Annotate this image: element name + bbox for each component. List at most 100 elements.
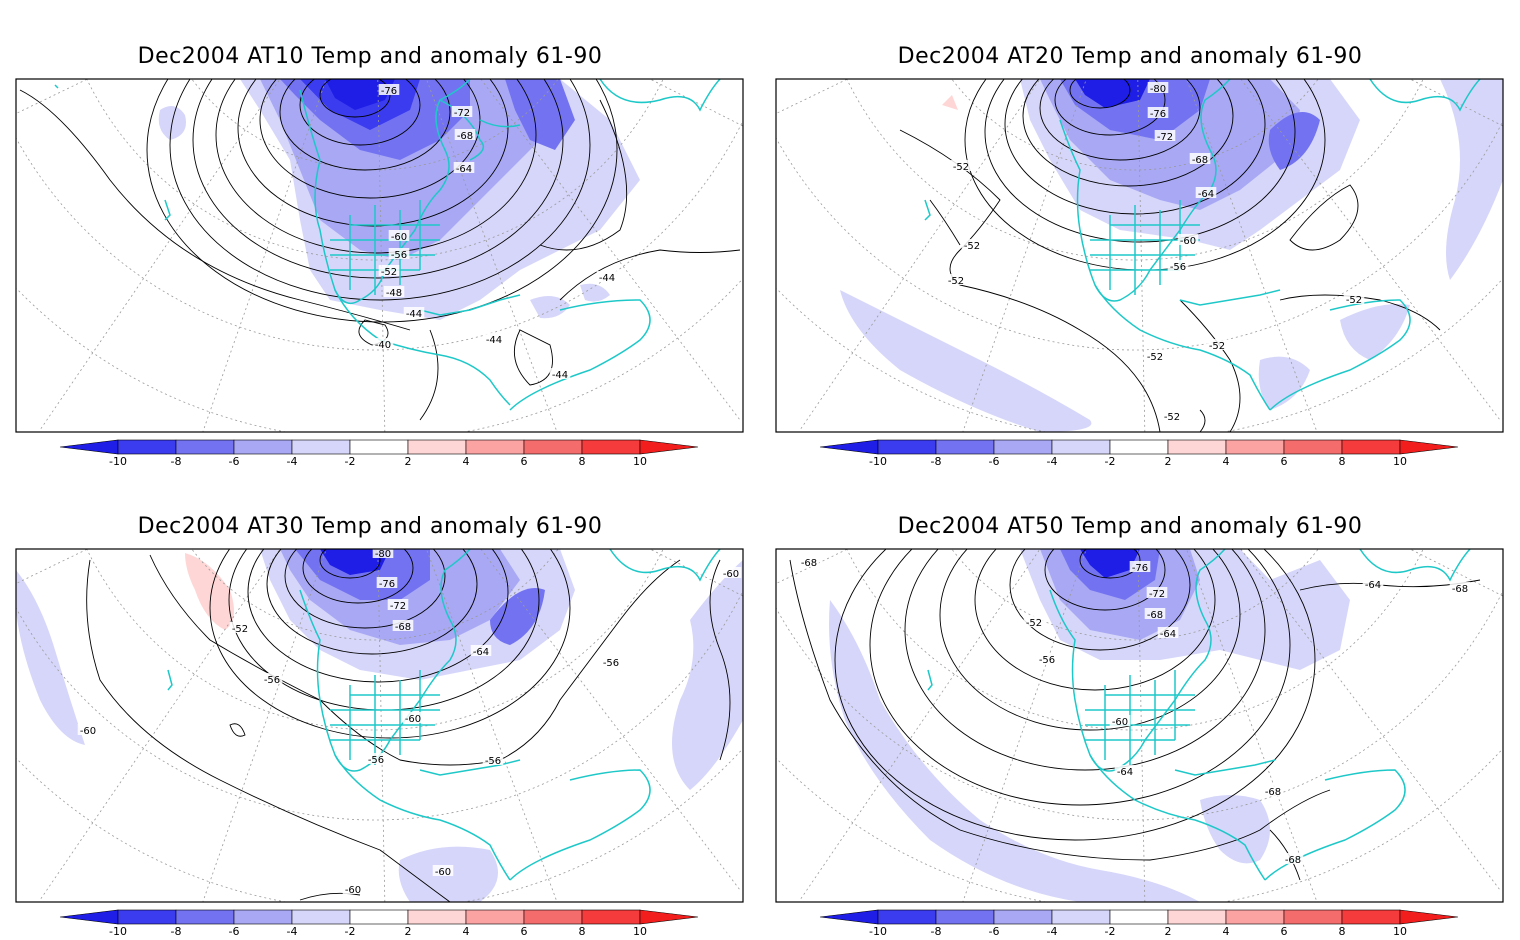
contour-label-bg bbox=[1206, 339, 1228, 350]
colorbar-cell bbox=[291, 909, 351, 925]
colorbar-arrow-left bbox=[59, 909, 119, 925]
colorbar-label: -10 bbox=[869, 455, 887, 468]
colorbar-cell bbox=[581, 439, 641, 455]
colorbar-cell bbox=[993, 909, 1053, 925]
colorbar-cell bbox=[935, 909, 995, 925]
contour-label: -68 bbox=[1265, 787, 1281, 798]
colorbar: -10 -8 -6 -4 -2 2 4 6 8 10 bbox=[819, 439, 1459, 468]
colorbar-label: 10 bbox=[633, 925, 647, 938]
contour-label-bg bbox=[1262, 785, 1284, 796]
contour-label-bg bbox=[378, 265, 400, 276]
colorbar-label: 2 bbox=[1165, 925, 1172, 938]
contour-label-bg bbox=[432, 865, 454, 876]
colorbar-cell bbox=[233, 909, 293, 925]
contour-label: -60 bbox=[80, 726, 96, 737]
panel-title: Dec2004 AT10 Temp and anomaly 61-90 bbox=[137, 44, 603, 69]
contour-label: -52 bbox=[948, 276, 964, 287]
contour-label: -64 bbox=[1198, 189, 1214, 200]
panel-at30: Dec2004 AT30 Temp and anomaly 61-90 bbox=[0, 470, 740, 910]
anomaly-cold-weak bbox=[16, 570, 85, 745]
contour-label-bg bbox=[1157, 627, 1179, 638]
contour-label: -40 bbox=[375, 340, 391, 351]
contour-label: -72 bbox=[1157, 132, 1173, 143]
map-frame bbox=[775, 548, 1504, 903]
contour-label: -56 bbox=[1039, 655, 1055, 666]
anomaly-cold-weak bbox=[1440, 79, 1503, 280]
colorbar-cell bbox=[1225, 909, 1285, 925]
contour-label-bg bbox=[549, 368, 571, 379]
contour-label-bg bbox=[372, 549, 394, 558]
contour-label: -64 bbox=[473, 647, 489, 658]
contour-label: -48 bbox=[386, 288, 402, 299]
contour-label: -64 bbox=[456, 164, 472, 175]
colorbar-cell bbox=[1109, 909, 1169, 925]
contour-label: -56 bbox=[264, 675, 280, 686]
colorbar-label: -4 bbox=[287, 925, 298, 938]
latlon-grid bbox=[776, 79, 1503, 432]
anomaly-cold-center bbox=[325, 79, 395, 110]
contour-label: -52 bbox=[232, 624, 248, 635]
colorbar-cell bbox=[291, 439, 351, 455]
colorbar-cell bbox=[233, 439, 293, 455]
coastlines bbox=[924, 79, 1481, 411]
colorbar-cell bbox=[1341, 439, 1401, 455]
contour-label: -44 bbox=[406, 309, 422, 320]
contour-label-bg bbox=[402, 712, 424, 723]
contour-label: -76 bbox=[1150, 109, 1166, 120]
contour-label-bg bbox=[945, 274, 967, 285]
colorbar-arrow-right bbox=[1399, 909, 1459, 925]
contour-label-bg bbox=[378, 84, 400, 95]
contour-label-bg bbox=[1189, 153, 1211, 164]
contour-label-bg bbox=[454, 129, 476, 140]
contour-label-bg bbox=[596, 271, 618, 282]
contour-label-bg bbox=[1144, 350, 1166, 361]
map-frame bbox=[775, 78, 1504, 433]
colorbar-cell bbox=[1051, 439, 1111, 455]
map-at30: -80 -76 -72 -68 -64 -60 -56 -52 -56 -56 -56 -60 -60 -… bbox=[16, 549, 743, 902]
contour-label-bg bbox=[372, 338, 394, 349]
colorbar-label: 8 bbox=[1339, 455, 1346, 468]
contour-label-bg bbox=[1154, 130, 1176, 141]
anomaly-cold-weak bbox=[840, 290, 1092, 432]
contour-label-bg bbox=[1144, 608, 1166, 619]
colorbar-arrow-right bbox=[1399, 439, 1459, 455]
contour-label-bg bbox=[451, 106, 473, 117]
colorbar-cell bbox=[465, 909, 525, 925]
contour-label: -76 bbox=[1132, 563, 1148, 574]
contour-label: -52 bbox=[1209, 341, 1225, 352]
contour-label-bg bbox=[1167, 260, 1189, 271]
colorbar-cell bbox=[877, 439, 937, 455]
contour-label-bg bbox=[1362, 578, 1384, 589]
colorbar-label: -6 bbox=[229, 455, 240, 468]
colorbar-label: 4 bbox=[1223, 925, 1230, 938]
contour-label-bg bbox=[342, 883, 364, 894]
colorbar-cell bbox=[117, 909, 177, 925]
colorbar-arrow-left bbox=[819, 439, 879, 455]
colorbar-cell bbox=[1167, 909, 1227, 925]
contour-label: -52 bbox=[964, 241, 980, 252]
contour-label-bg bbox=[1129, 561, 1151, 572]
contour-label-bg bbox=[482, 754, 504, 765]
contour-label: -60 bbox=[391, 232, 407, 243]
coastlines bbox=[927, 549, 1471, 881]
colorbar-label: 2 bbox=[405, 455, 412, 468]
contour-label-bg bbox=[600, 656, 622, 667]
contour-label: -44 bbox=[486, 335, 502, 346]
colorbar-label: 4 bbox=[1223, 455, 1230, 468]
colorbar-cell bbox=[523, 909, 583, 925]
colorbar-label: 8 bbox=[579, 925, 586, 938]
contour-label: -56 bbox=[1170, 262, 1186, 273]
anomaly-cold-weak bbox=[672, 560, 743, 790]
anomaly-cold-mid bbox=[490, 588, 545, 645]
contour-label: -68 bbox=[1452, 584, 1468, 595]
map-at50: -76 -72 -68 -64 -60 -56 -52 -64 -68 -64 -68 -68 -68 bbox=[776, 549, 1503, 902]
contour-label: -72 bbox=[1149, 589, 1165, 600]
contour-label: -68 bbox=[457, 131, 473, 142]
colorbar-label: 10 bbox=[1393, 925, 1407, 938]
colorbar-cell bbox=[175, 439, 235, 455]
contour-labels: -80 -76 -72 -68 -64 -60 -56 -52 -56 -56 -56 -60 -60 -… bbox=[77, 549, 742, 896]
contour-label: -56 bbox=[368, 755, 384, 766]
contour-label-bg bbox=[388, 230, 410, 241]
contour-label-bg bbox=[1036, 653, 1058, 664]
colorbar-cell bbox=[1283, 909, 1343, 925]
